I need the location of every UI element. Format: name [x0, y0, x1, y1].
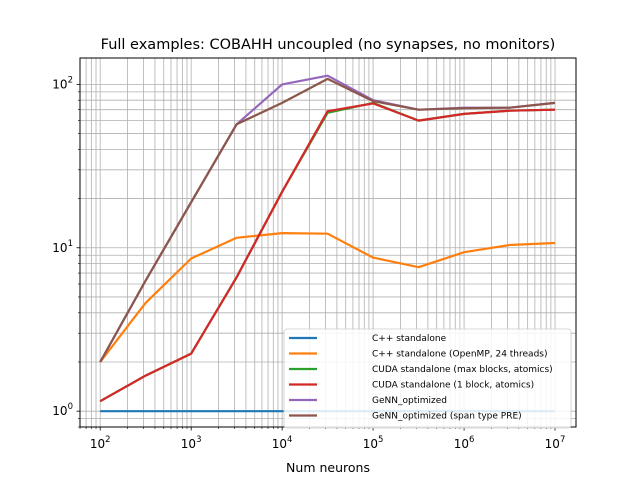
series-line-1	[99, 232, 556, 363]
y-tick-label: 100	[52, 402, 73, 418]
x-tick-label: 106	[454, 435, 475, 451]
y-tick-label: 102	[52, 75, 73, 91]
series-line-3	[99, 102, 556, 403]
x-tick-label: 105	[363, 435, 384, 451]
y-tick-label: 101	[52, 239, 73, 255]
series-lines	[99, 74, 556, 413]
legend-box	[283, 328, 572, 429]
x-tick-label: 103	[181, 435, 202, 451]
legend-label-3: CUDA standalone (1 block, atomics)	[372, 381, 534, 391]
legend-label-5: GeNN_optimized (span type PRE)	[372, 412, 522, 422]
legend-label-4: GeNN_optimized	[372, 396, 447, 406]
legend: C++ standalone C++ standalone (OpenMP, 24…	[283, 328, 572, 429]
axis-ticks: 102 103 104 105 106 107 100 101 102	[52, 75, 565, 451]
x-tick-label: 107	[545, 435, 566, 451]
legend-label-0: C++ standalone	[372, 334, 447, 344]
legend-label-1: C++ standalone (OpenMP, 24 threads)	[372, 350, 547, 360]
x-tick-label: 104	[272, 435, 293, 451]
chart-title: Full examples: COBAHH uncoupled (no syna…	[101, 37, 556, 53]
legend-label-2: CUDA standalone (max blocks, atomics)	[372, 365, 553, 375]
x-axis-label: Num neurons	[286, 460, 370, 475]
x-tick-label: 102	[90, 435, 111, 451]
series-line-4	[99, 74, 556, 363]
series-line-5	[99, 77, 556, 363]
